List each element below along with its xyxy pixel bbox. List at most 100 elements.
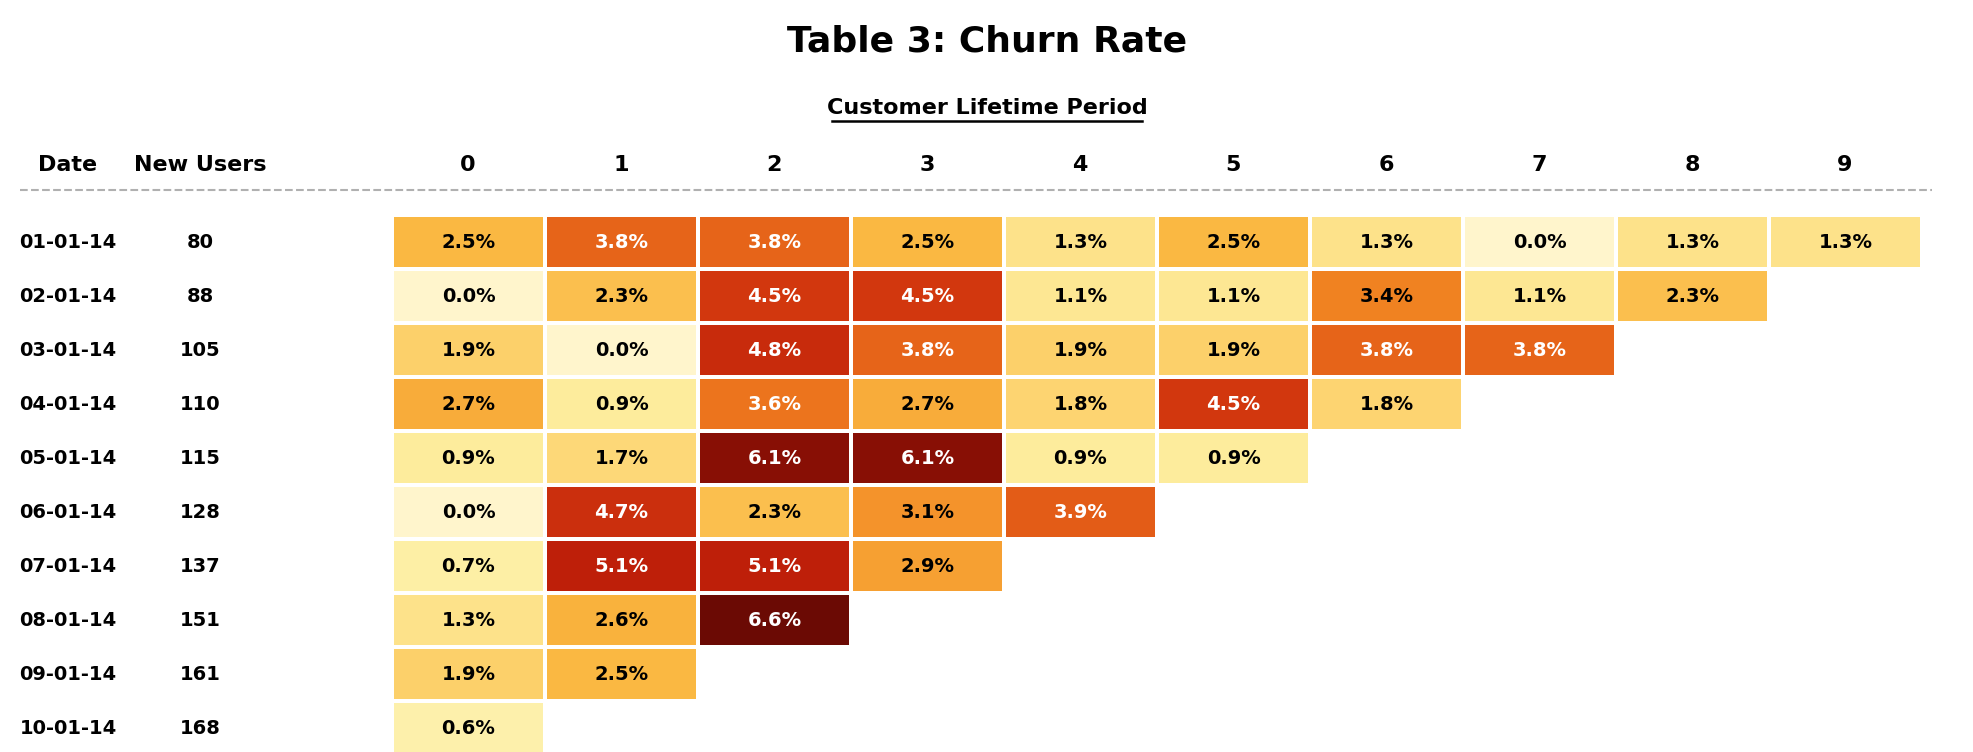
Bar bbox=[1158, 379, 1308, 429]
Text: 6.6%: 6.6% bbox=[748, 611, 801, 629]
Text: 08-01-14: 08-01-14 bbox=[20, 611, 116, 629]
Text: 5: 5 bbox=[1225, 155, 1241, 175]
Bar bbox=[395, 433, 543, 483]
Text: 1.7%: 1.7% bbox=[594, 448, 649, 468]
Bar bbox=[395, 217, 543, 267]
Text: 1: 1 bbox=[614, 155, 629, 175]
Bar bbox=[395, 487, 543, 537]
Bar bbox=[1158, 433, 1308, 483]
Text: 80: 80 bbox=[185, 232, 213, 251]
Text: 4.8%: 4.8% bbox=[748, 341, 801, 359]
Text: 1.1%: 1.1% bbox=[1511, 287, 1567, 305]
Bar bbox=[700, 487, 848, 537]
Text: 4.5%: 4.5% bbox=[900, 287, 955, 305]
Text: 3.8%: 3.8% bbox=[1359, 341, 1413, 359]
Text: 0.7%: 0.7% bbox=[442, 556, 495, 575]
Bar bbox=[1464, 217, 1614, 267]
Text: 110: 110 bbox=[180, 395, 221, 414]
Text: 6: 6 bbox=[1377, 155, 1393, 175]
Text: 4.5%: 4.5% bbox=[748, 287, 801, 305]
Text: 0.0%: 0.0% bbox=[442, 287, 495, 305]
Text: 5.1%: 5.1% bbox=[748, 556, 801, 575]
Text: 3: 3 bbox=[919, 155, 933, 175]
Text: 2.5%: 2.5% bbox=[900, 232, 955, 251]
Text: 3.8%: 3.8% bbox=[900, 341, 955, 359]
Bar bbox=[395, 541, 543, 591]
Text: 105: 105 bbox=[180, 341, 221, 359]
Text: 88: 88 bbox=[185, 287, 213, 305]
Text: 1.9%: 1.9% bbox=[442, 665, 495, 684]
Text: 0.0%: 0.0% bbox=[1511, 232, 1565, 251]
Bar bbox=[700, 595, 848, 645]
Bar bbox=[395, 379, 543, 429]
Bar bbox=[700, 217, 848, 267]
Bar bbox=[395, 703, 543, 752]
Text: 1.9%: 1.9% bbox=[1206, 341, 1261, 359]
Text: 6.1%: 6.1% bbox=[748, 448, 801, 468]
Bar bbox=[1006, 487, 1154, 537]
Bar bbox=[1006, 325, 1154, 375]
Text: 2: 2 bbox=[766, 155, 781, 175]
Text: 1.3%: 1.3% bbox=[1054, 232, 1107, 251]
Bar bbox=[395, 649, 543, 699]
Text: 1.9%: 1.9% bbox=[442, 341, 495, 359]
Text: 4: 4 bbox=[1071, 155, 1087, 175]
Text: 1.3%: 1.3% bbox=[1359, 232, 1413, 251]
Bar bbox=[1312, 379, 1460, 429]
Bar bbox=[852, 325, 1002, 375]
Text: 137: 137 bbox=[180, 556, 221, 575]
Bar bbox=[547, 433, 696, 483]
Text: 1.1%: 1.1% bbox=[1054, 287, 1107, 305]
Text: 02-01-14: 02-01-14 bbox=[20, 287, 116, 305]
Bar bbox=[547, 325, 696, 375]
Text: 2.5%: 2.5% bbox=[1206, 232, 1261, 251]
Text: 1.8%: 1.8% bbox=[1054, 395, 1107, 414]
Bar bbox=[1158, 271, 1308, 321]
Text: 115: 115 bbox=[180, 448, 221, 468]
Text: 3.8%: 3.8% bbox=[1511, 341, 1567, 359]
Text: 0.0%: 0.0% bbox=[594, 341, 647, 359]
Text: 0.9%: 0.9% bbox=[442, 448, 495, 468]
Bar bbox=[547, 595, 696, 645]
Text: 4.7%: 4.7% bbox=[594, 502, 649, 521]
Text: 05-01-14: 05-01-14 bbox=[20, 448, 116, 468]
Text: 2.3%: 2.3% bbox=[1665, 287, 1718, 305]
Text: 01-01-14: 01-01-14 bbox=[20, 232, 116, 251]
Text: 0.6%: 0.6% bbox=[442, 718, 495, 738]
Bar bbox=[395, 325, 543, 375]
Text: 161: 161 bbox=[180, 665, 221, 684]
Text: 2.6%: 2.6% bbox=[594, 611, 649, 629]
Text: 6.1%: 6.1% bbox=[900, 448, 955, 468]
Text: 1.9%: 1.9% bbox=[1054, 341, 1107, 359]
Bar bbox=[1312, 271, 1460, 321]
Bar bbox=[1006, 217, 1154, 267]
Text: 0.0%: 0.0% bbox=[442, 502, 495, 521]
Text: 04-01-14: 04-01-14 bbox=[20, 395, 116, 414]
Text: 0.9%: 0.9% bbox=[594, 395, 647, 414]
Bar bbox=[1312, 325, 1460, 375]
Text: 09-01-14: 09-01-14 bbox=[20, 665, 116, 684]
Text: 03-01-14: 03-01-14 bbox=[20, 341, 116, 359]
Text: 2.5%: 2.5% bbox=[442, 232, 495, 251]
Bar bbox=[1312, 217, 1460, 267]
Bar bbox=[1006, 379, 1154, 429]
Bar bbox=[395, 595, 543, 645]
Text: 1.3%: 1.3% bbox=[1817, 232, 1872, 251]
Text: 07-01-14: 07-01-14 bbox=[20, 556, 116, 575]
Text: 3.8%: 3.8% bbox=[594, 232, 649, 251]
Bar bbox=[852, 379, 1002, 429]
Text: 3.1%: 3.1% bbox=[900, 502, 955, 521]
Text: 4.5%: 4.5% bbox=[1206, 395, 1261, 414]
Text: 9: 9 bbox=[1837, 155, 1853, 175]
Bar bbox=[1158, 325, 1308, 375]
Text: 3.8%: 3.8% bbox=[748, 232, 801, 251]
Bar bbox=[547, 541, 696, 591]
Text: 7: 7 bbox=[1531, 155, 1547, 175]
Bar bbox=[1618, 217, 1766, 267]
Bar bbox=[700, 379, 848, 429]
Text: 2.7%: 2.7% bbox=[900, 395, 955, 414]
Text: New Users: New Users bbox=[134, 155, 266, 175]
Text: 2.3%: 2.3% bbox=[594, 287, 649, 305]
Bar bbox=[852, 487, 1002, 537]
Text: 3.6%: 3.6% bbox=[748, 395, 801, 414]
